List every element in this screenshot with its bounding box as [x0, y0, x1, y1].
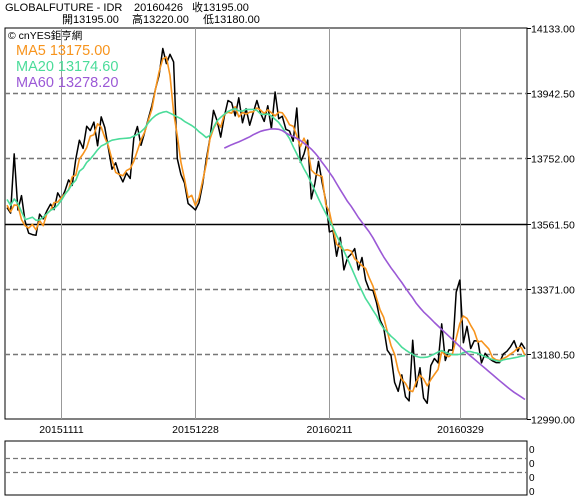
close-price-label: 收13195.00 [192, 2, 249, 14]
x-tick-label: 20151111 [39, 424, 84, 436]
y-tick-label: 13371.00 [531, 285, 575, 297]
y-tick-label: 13561.50 [531, 220, 575, 232]
sub-y-tick-label: 0 [529, 445, 535, 456]
y-tick-label: 13942.50 [531, 89, 575, 101]
y-tick-label: 12990.00 [531, 415, 575, 427]
legend-label: MA5 13175.00 [16, 43, 110, 59]
legend-label: MA20 13174.60 [16, 59, 118, 75]
legend-label: MA60 13278.20 [16, 75, 118, 91]
symbol-label: GLOBALFUTURE - IDR [5, 2, 123, 14]
high-price-label: 高13220.00 [132, 14, 189, 26]
series-line-ma60 [223, 128, 526, 401]
series-line-close [6, 47, 526, 405]
sub-y-tick-label: 0 [529, 487, 535, 498]
watermark-label: © cnYES鉅亨網 [8, 29, 82, 42]
x-tick-label: 20160329 [437, 424, 484, 436]
x-tick-label: 20151228 [172, 424, 219, 436]
sub-y-tick-label: 0 [529, 473, 535, 484]
sub-y-tick-label: 0 [529, 459, 535, 470]
series-line-ma5 [6, 56, 526, 393]
y-tick-label: 13180.50 [531, 350, 575, 362]
plot-frame [4, 27, 528, 420]
series-line-ma20 [6, 107, 526, 363]
sub-panel-frame [4, 440, 528, 496]
y-tick-label: 14133.00 [531, 24, 575, 36]
low-price-label: 低13180.00 [203, 14, 260, 26]
open-price-label: 開13195.00 [62, 14, 119, 26]
x-tick-label: 20160211 [307, 424, 353, 436]
y-tick-label: 13752.00 [531, 154, 575, 166]
date-label: 20160426 [134, 2, 183, 14]
